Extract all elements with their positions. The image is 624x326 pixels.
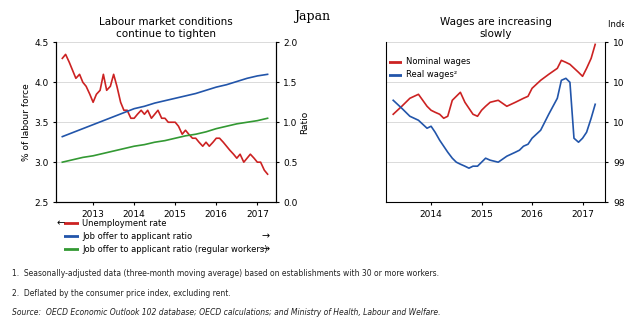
Text: Index 2014 = 100¹: Index 2014 = 100¹ [608,20,624,29]
Text: Source:  OECD Economic Outlook 102 database; OECD calculations; and Ministry of : Source: OECD Economic Outlook 102 databa… [12,308,441,317]
Text: →: → [261,244,270,254]
Y-axis label: Ratio: Ratio [301,111,310,134]
Text: ←: ← [56,218,64,228]
Y-axis label: % of labour force: % of labour force [22,83,31,161]
Text: Unemployment rate: Unemployment rate [82,219,167,228]
Text: Job offer to applicant ratio (regular workers): Job offer to applicant ratio (regular wo… [82,245,268,254]
Text: Real wages²: Real wages² [406,70,457,80]
Text: →: → [261,231,270,241]
Text: Japan: Japan [294,10,330,23]
Text: 2.  Deflated by the consumer price index, excluding rent.: 2. Deflated by the consumer price index,… [12,289,232,298]
Text: Job offer to applicant ratio: Job offer to applicant ratio [82,232,192,241]
Title: Labour market conditions
continue to tighten: Labour market conditions continue to tig… [99,17,233,39]
Title: Wages are increasing
slowly: Wages are increasing slowly [439,17,552,39]
Text: Nominal wages: Nominal wages [406,57,470,67]
Text: 1.  Seasonally-adjusted data (three-month moving average) based on establishment: 1. Seasonally-adjusted data (three-month… [12,269,439,278]
